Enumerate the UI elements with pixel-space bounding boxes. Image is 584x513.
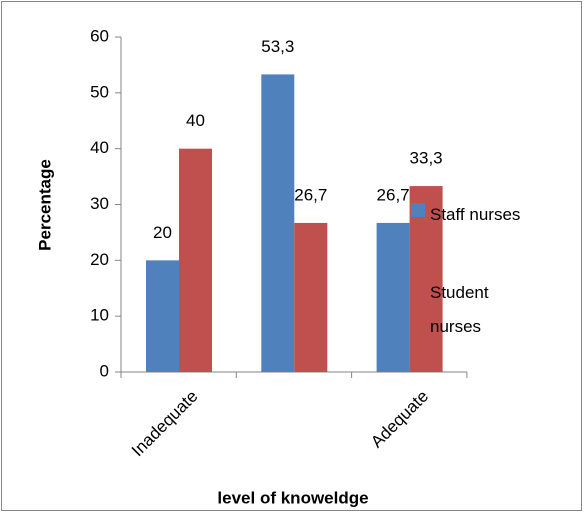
- legend-label: Student nurses: [430, 283, 489, 336]
- legend-label: Staff nurses: [430, 205, 521, 224]
- bar: [294, 222, 328, 372]
- y-tick-label: 20: [90, 250, 109, 269]
- value-label: 33,3: [410, 149, 443, 168]
- y-tick-label: 60: [90, 26, 109, 45]
- value-label: 26,7: [377, 185, 410, 204]
- y-tick-label: 40: [90, 138, 109, 157]
- y-tick-label: 0: [100, 361, 109, 380]
- y-tick-label: 10: [90, 306, 109, 325]
- value-label: 53,3: [261, 37, 294, 56]
- legend-entry: Student nurses: [430, 283, 489, 336]
- bar: [146, 260, 179, 372]
- value-label: 40: [186, 111, 205, 130]
- legend-swatch: [411, 203, 425, 217]
- value-label: 26,7: [294, 185, 327, 204]
- y-axis-title: Percentage: [35, 159, 54, 251]
- value-label: 20: [153, 223, 172, 242]
- y-tick-label: 50: [90, 82, 109, 101]
- legend-swatch: [411, 281, 425, 295]
- bar: [376, 222, 410, 372]
- bar: [409, 186, 443, 372]
- bar: [261, 74, 295, 373]
- y-tick-label: 30: [90, 194, 109, 213]
- legend-entry: Staff nurses: [430, 205, 521, 224]
- x-axis-title: level of knoweldge: [217, 488, 368, 507]
- bar: [179, 148, 212, 372]
